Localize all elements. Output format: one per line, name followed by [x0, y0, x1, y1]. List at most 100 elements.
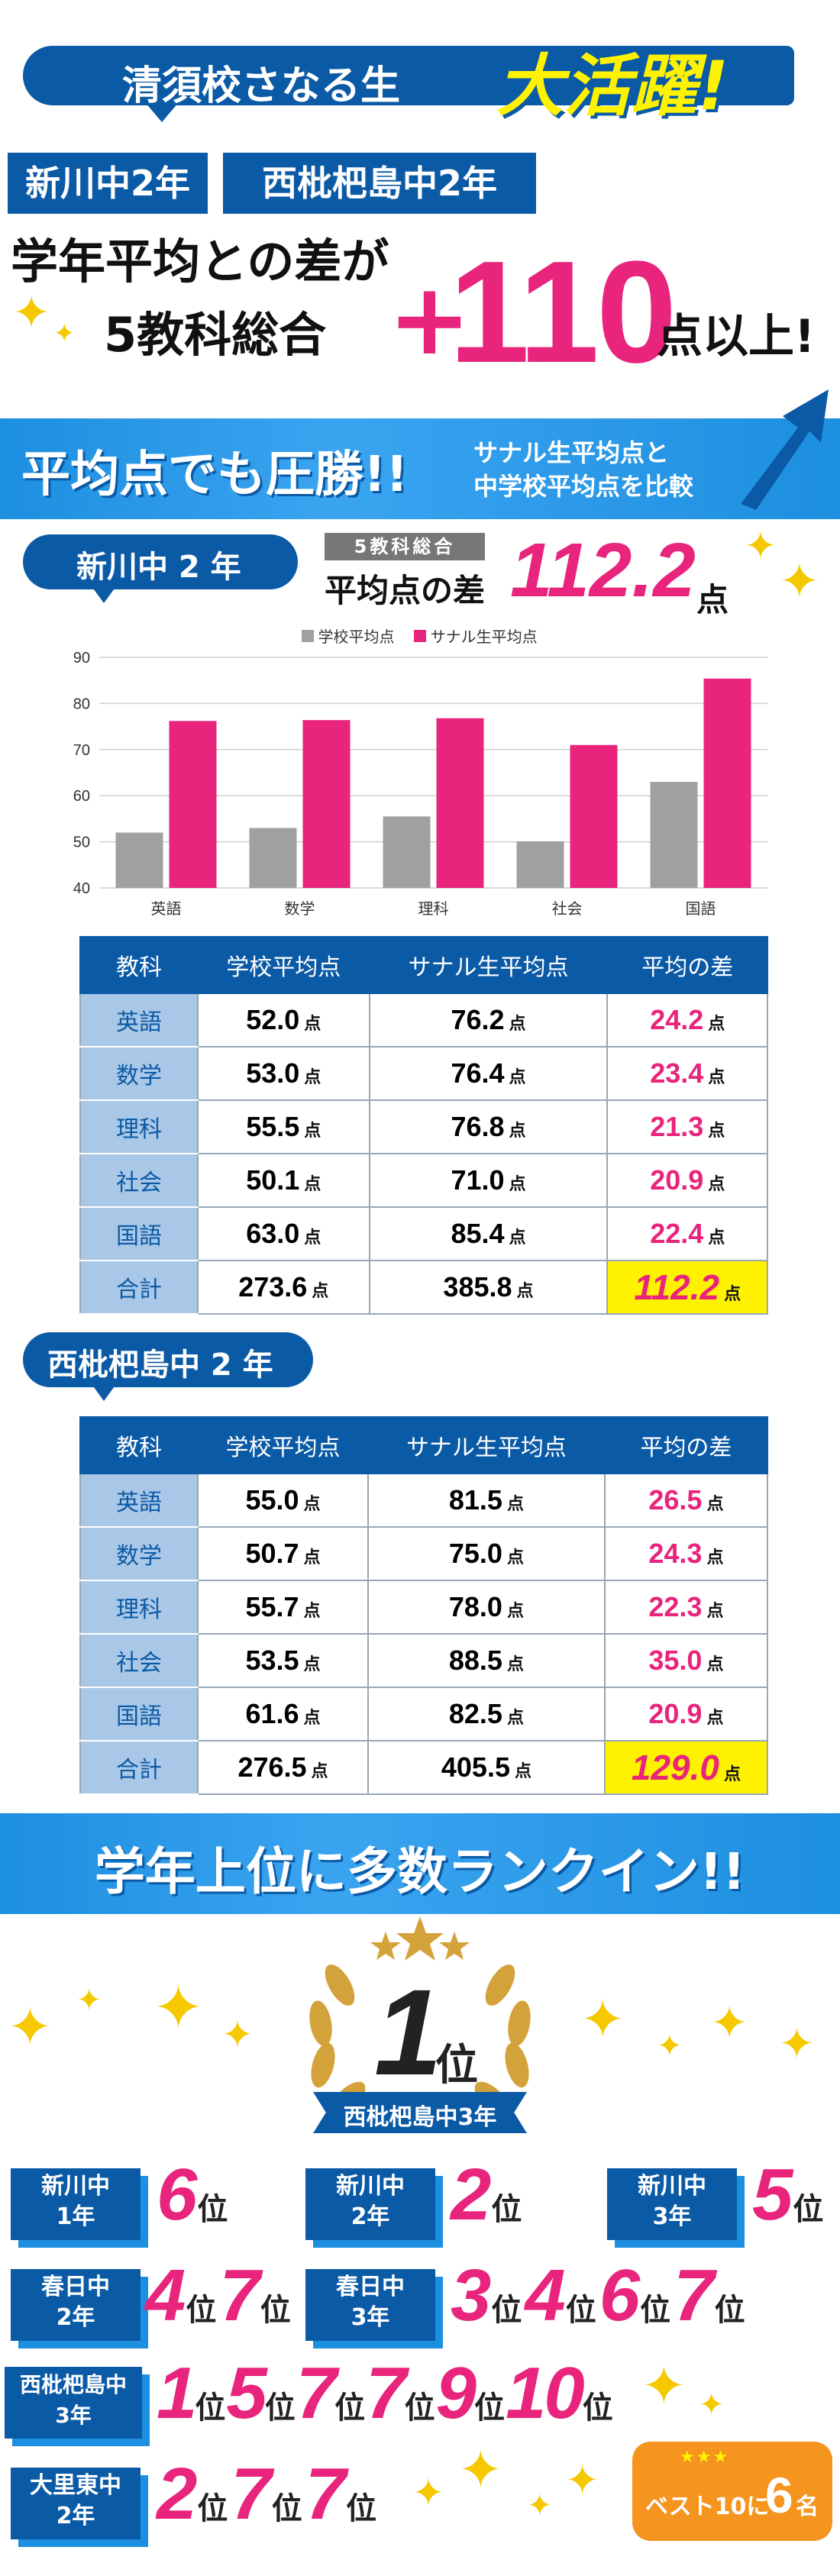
cell-value: 社会 [116, 1170, 162, 1196]
cell-diff: 22.4 点 [606, 1206, 768, 1261]
cell-sanaru: 81.5 点 [367, 1473, 606, 1528]
cell-unit: 点 [509, 1228, 526, 1247]
cell-subject: 理科 [79, 1580, 199, 1635]
cell-value: 50.7 [245, 1538, 299, 1569]
bar-sanaru [436, 718, 484, 888]
cell-subject: 社会 [79, 1633, 199, 1688]
rank-grade: 1年 [56, 2203, 95, 2230]
sparkle-icon: ✦ [153, 1972, 205, 2043]
cell-sanaru: 85.4 点 [368, 1206, 609, 1261]
table-row: 合計 276.5 点 405.5 点 129.0 点 [79, 1740, 769, 1795]
rank-suffix: 位 [197, 2492, 228, 2526]
bar-sanaru [703, 678, 751, 888]
cell-value: 22.3 [648, 1591, 703, 1622]
ranks-osato2: 2位7位7位 [157, 2452, 380, 2536]
cell-diff: 35.0 点 [603, 1633, 769, 1688]
rank-grade: 2年 [351, 2203, 390, 2230]
rank-value: 6 [599, 2255, 641, 2336]
score-table-1: 教科 学校平均点 サナル生平均点 平均の差 英語 52.0 点 76.2 点 24.2 点数… [79, 936, 768, 1315]
rank-school: 春日中 [41, 2274, 110, 2300]
cell-value: 23.4 [650, 1057, 704, 1089]
cell-diff: 129.0 点 [603, 1740, 769, 1795]
tag-nishibiwajima: 西枇杷島中2年 [223, 153, 536, 214]
rank-suffix: 位 [186, 2294, 217, 2327]
highlight-text: 大活躍! [496, 47, 729, 125]
cell-sanaru: 76.2 点 [368, 993, 609, 1048]
rank-suffix: 位 [346, 2492, 377, 2526]
cell-value: 78.0 [448, 1591, 502, 1622]
cell-value: 国語 [116, 1704, 162, 1729]
avg-label: 平均点の差 [325, 572, 486, 609]
bar-sanaru [302, 720, 351, 888]
sparkle-icon: ✦ [12, 286, 51, 340]
cell-value: 数学 [116, 1544, 162, 1569]
headline-line1: 学年平均との差が [11, 234, 389, 289]
rank-value: 4 [525, 2255, 566, 2336]
rank-suffix: 位 [491, 2294, 522, 2327]
cell-unit: 点 [706, 1654, 724, 1674]
cell-unit: 点 [724, 1764, 741, 1784]
cell-value: 35.0 [648, 1645, 703, 1676]
cell-school: 273.6 点 [197, 1260, 370, 1315]
bar-sanaru [169, 721, 217, 888]
sparkle-icon: ✦ [745, 524, 777, 568]
bar-school [650, 782, 698, 888]
cell-unit: 点 [708, 1121, 725, 1140]
cell-unit: 点 [506, 1494, 524, 1513]
headline-plus: + [388, 261, 471, 377]
rank-label-shinkawa2: 新川中 2年 [305, 2168, 435, 2240]
cell-value: 50.1 [246, 1164, 300, 1196]
cell-value: 53.5 [245, 1645, 299, 1676]
rank-suffix: 位 [714, 2294, 745, 2327]
avg-tag: 5教科総合 [325, 533, 485, 560]
rank-suffix: 位 [197, 2193, 228, 2226]
cell-subject: 国語 [79, 1206, 199, 1261]
rank-value: 7 [305, 2453, 347, 2535]
school1-label: 新川中 2 年 [76, 550, 241, 585]
rank-value: 6 [157, 2154, 198, 2235]
table-row: 国語 63.0 点 85.4 点 22.4 点 [79, 1206, 768, 1261]
rank-suffix: 位 [582, 2391, 613, 2425]
rank-label-nishibiwa3: 西枇杷島中 3年 [5, 2367, 142, 2439]
rank-suffix: 位 [793, 2193, 824, 2226]
col-header-diff: 平均の差 [603, 1416, 769, 1474]
cell-value: 76.2 [451, 1004, 505, 1035]
cell-value: 24.2 [650, 1004, 704, 1035]
bar-school [249, 828, 297, 888]
rank-suffix: 位 [565, 2294, 596, 2327]
school2-label: 西枇杷島中 2 年 [47, 1348, 273, 1383]
cell-unit: 点 [311, 1761, 328, 1780]
cell-unit: 点 [506, 1654, 524, 1674]
cell-value: 55.0 [245, 1484, 299, 1516]
cell-subject: 国語 [79, 1687, 199, 1742]
cell-value: 71.0 [451, 1164, 505, 1196]
y-tick-label: 50 [73, 834, 90, 851]
x-tick-label: 英語 [151, 899, 182, 918]
x-tick-label: 数学 [285, 899, 315, 918]
cell-unit: 点 [303, 1494, 321, 1513]
table-row: 合計 273.6 点 385.8 点 112.2 点 [79, 1260, 768, 1315]
cell-school: 55.7 点 [197, 1580, 369, 1635]
y-tick-label: 60 [73, 788, 90, 805]
ranks-kasuga2: 4位7位 [145, 2254, 294, 2338]
best10-badge [632, 2442, 832, 2541]
sparkle-icon: ✦ [641, 2355, 687, 2417]
cell-value: 20.9 [648, 1698, 703, 1729]
cell-unit: 点 [708, 1228, 725, 1247]
cell-unit: 点 [708, 1014, 725, 1033]
cell-value: 385.8 [443, 1271, 512, 1303]
sparkle-icon: ✦ [580, 1988, 625, 2051]
cell-value: 合計 [116, 1277, 162, 1303]
rank-value: 7 [219, 2255, 260, 2336]
rank-school: 新川中 [41, 2173, 110, 2200]
cell-unit: 点 [708, 1174, 725, 1193]
rank-grade: 3年 [351, 2304, 390, 2331]
cell-school: 276.5 点 [197, 1740, 369, 1795]
badge-text: ベスト10に [645, 2494, 770, 2520]
cell-sanaru: 76.8 点 [368, 1099, 609, 1154]
cell-value: 理科 [116, 1117, 162, 1142]
cell-value: 276.5 [237, 1751, 307, 1783]
table-row: 数学 50.7 点 75.0 点 24.3 点 [79, 1526, 769, 1581]
col-header-diff: 平均の差 [606, 936, 768, 994]
cell-value: 76.8 [451, 1111, 505, 1142]
